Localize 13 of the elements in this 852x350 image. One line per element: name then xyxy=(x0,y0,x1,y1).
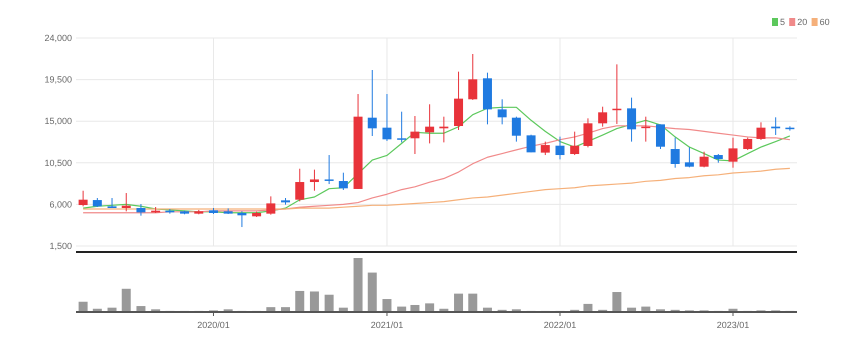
y-tick-label: 15,000 xyxy=(44,116,72,126)
legend-label: 60 xyxy=(820,17,830,27)
legend-label: 5 xyxy=(780,17,786,27)
y-tick-label: 6,000 xyxy=(49,199,72,210)
x-tick-label: 2021/01 xyxy=(370,320,404,330)
y-tick-label: 24,000 xyxy=(44,33,72,43)
legend-label: 20 xyxy=(797,17,808,27)
x-tick-label: 2022/01 xyxy=(544,320,576,330)
x-tick-label: 2023/01 xyxy=(716,320,750,330)
y-tick-label: 1,500 xyxy=(49,241,72,251)
y-tick-label: 19,500 xyxy=(44,74,72,85)
y-tick-label: 10,500 xyxy=(44,158,72,168)
x-tick-label: 2020/01 xyxy=(197,320,230,330)
